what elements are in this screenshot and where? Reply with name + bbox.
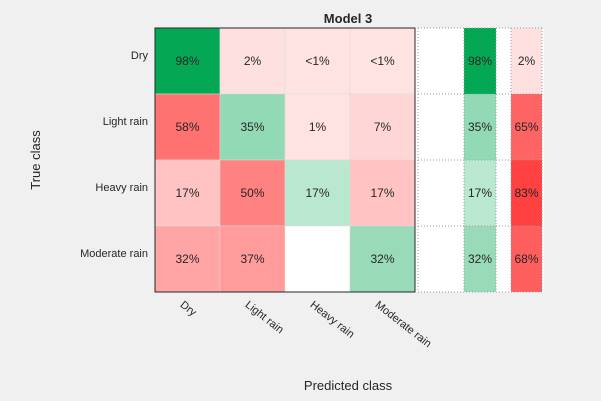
matrix-cell bbox=[219, 93, 286, 161]
fnr-label: 83% bbox=[514, 186, 538, 200]
matrix-cell bbox=[349, 159, 416, 227]
y-tick-label: Moderate rain bbox=[80, 248, 148, 260]
true-positive-rate-column: 98% 35% 17% 32% bbox=[464, 28, 496, 292]
y-tick-label: Heavy rain bbox=[95, 182, 148, 194]
false-negative-rate-column: 2% 65% 83% 68% bbox=[511, 28, 542, 292]
cell-value-label: 17% bbox=[175, 186, 199, 200]
fnr-cell bbox=[511, 226, 542, 292]
y-tick-label: Dry bbox=[131, 50, 149, 62]
fnr-cell bbox=[511, 94, 542, 160]
cell-value-label: 37% bbox=[240, 252, 264, 266]
tpr-cell bbox=[464, 226, 496, 292]
tpr-label: 17% bbox=[468, 186, 492, 200]
cell-value-label: 17% bbox=[370, 186, 394, 200]
cell-value-label: 1% bbox=[309, 120, 327, 134]
matrix-cell bbox=[284, 93, 351, 161]
fnr-label: 65% bbox=[514, 120, 538, 134]
tpr-label: 98% bbox=[468, 54, 492, 68]
x-axis-label: Predicted class bbox=[304, 378, 393, 393]
matrix-cell bbox=[154, 225, 221, 293]
tpr-cell bbox=[464, 94, 496, 160]
cell-value-label: 7% bbox=[374, 120, 392, 134]
cell-value-label: 98% bbox=[175, 54, 199, 68]
cell-value-label: 32% bbox=[370, 252, 394, 266]
tpr-label: 32% bbox=[468, 252, 492, 266]
chart-title: Model 3 bbox=[324, 11, 372, 26]
matrix-cell bbox=[284, 159, 351, 227]
y-tick-label: Light rain bbox=[103, 116, 148, 128]
main-matrix: 98% 2% <1% <1% 58% 35% 1% 7% 17% 50% 17% 17% 32% 37% 3… bbox=[154, 27, 416, 293]
matrix-cell bbox=[284, 225, 351, 293]
y-tick-labels: Dry Light rain Heavy rain Moderate rain bbox=[80, 50, 148, 260]
cell-value-label: 58% bbox=[175, 120, 199, 134]
matrix-cell bbox=[284, 27, 351, 95]
fnr-label: 68% bbox=[514, 252, 538, 266]
fnr-cell bbox=[511, 160, 542, 226]
fnr-cell bbox=[511, 28, 542, 94]
cell-value-label: <1% bbox=[305, 54, 330, 68]
matrix-cell bbox=[219, 159, 286, 227]
cell-value-label: 2% bbox=[244, 54, 262, 68]
tpr-label: 35% bbox=[468, 120, 492, 134]
y-axis-label: True class bbox=[28, 130, 43, 190]
tpr-cell bbox=[464, 28, 496, 94]
matrix-cell bbox=[219, 225, 286, 293]
grid-dotted-lines bbox=[415, 27, 544, 293]
tpr-cell bbox=[464, 160, 496, 226]
cell-value-label: 35% bbox=[240, 120, 264, 134]
cell-value-label: 32% bbox=[175, 252, 199, 266]
fnr-label: 2% bbox=[518, 54, 536, 68]
cell-value-label: 17% bbox=[305, 186, 329, 200]
matrix-cell bbox=[349, 93, 416, 161]
cell-value-label: 50% bbox=[240, 186, 264, 200]
cell-value-label: <1% bbox=[370, 54, 395, 68]
matrix-cell bbox=[154, 93, 221, 161]
